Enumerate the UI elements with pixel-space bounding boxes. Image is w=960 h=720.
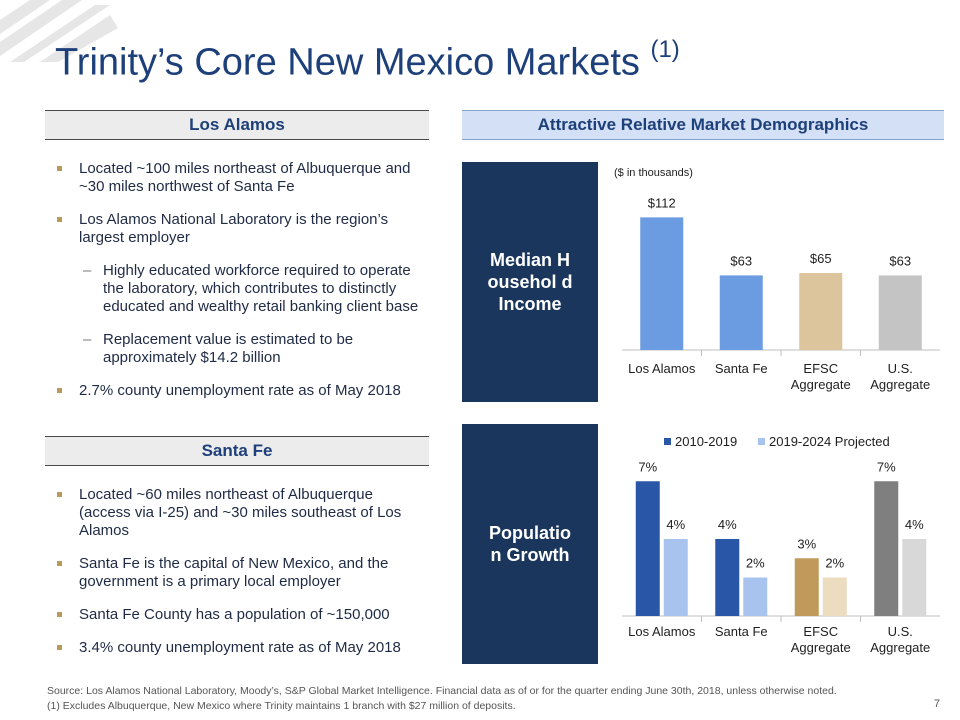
legend-label: 2010-2019 bbox=[675, 434, 737, 449]
category-label: U.S. Aggregate bbox=[870, 361, 930, 392]
category-label: EFSC Aggregate bbox=[791, 361, 851, 392]
population-growth-label: Populatio n Growth bbox=[462, 424, 598, 664]
income-bar bbox=[878, 275, 922, 350]
legend-label: 2019-2024 Projected bbox=[769, 434, 890, 449]
value-label: $112 bbox=[648, 195, 676, 210]
bullet-item: Located ~100 miles northeast of Albuquer… bbox=[55, 160, 427, 196]
value-label: 7% bbox=[638, 459, 657, 474]
median-income-chart: ($ in thousands) $112 Los Alamos $63 Santa F… bbox=[614, 167, 940, 392]
growth-bar bbox=[902, 539, 927, 616]
page-number: 7 bbox=[933, 698, 940, 710]
bullet-item: 2.7% county unemployment rate as of May … bbox=[55, 382, 427, 400]
category-label: EFSC Aggregate bbox=[791, 624, 851, 655]
santa-fe-bullet-list: Located ~60 miles northeast of Albuquerq… bbox=[55, 486, 427, 672]
bullet-item: Highly educated workforce required to op… bbox=[55, 262, 427, 316]
category-label: Los Alamos bbox=[628, 624, 696, 639]
income-bar bbox=[799, 273, 843, 350]
category-label: Santa Fe bbox=[715, 361, 768, 376]
source-footnote: Source: Los Alamos National Laboratory, … bbox=[47, 685, 837, 697]
los-alamos-heading: Los Alamos bbox=[45, 110, 429, 140]
category-label: Santa Fe bbox=[715, 624, 768, 639]
growth-bar bbox=[715, 539, 740, 616]
growth-bar bbox=[635, 481, 660, 616]
value-label: 2% bbox=[746, 556, 765, 571]
growth-bar bbox=[743, 577, 768, 616]
bullet-item: 3.4% county unemployment rate as of May … bbox=[55, 639, 427, 657]
value-label: $63 bbox=[730, 253, 752, 268]
growth-bar bbox=[794, 558, 819, 616]
value-label: 4% bbox=[718, 517, 737, 532]
growth-bar bbox=[874, 481, 899, 616]
value-label: 2% bbox=[825, 556, 844, 571]
santa-fe-heading: Santa Fe bbox=[45, 436, 429, 466]
bullet-item: Located ~60 miles northeast of Albuquerq… bbox=[55, 486, 427, 540]
page-title: Trinity’s Core New Mexico Markets (1) bbox=[55, 36, 680, 84]
demographics-heading: Attractive Relative Market Demographics bbox=[462, 110, 944, 140]
income-bar bbox=[719, 275, 763, 350]
income-bar bbox=[640, 217, 684, 350]
value-label: 4% bbox=[666, 517, 685, 532]
value-label: 7% bbox=[877, 459, 896, 474]
bullet-item: Santa Fe is the capital of New Mexico, a… bbox=[55, 555, 427, 591]
value-label: 4% bbox=[905, 517, 924, 532]
corner-logo bbox=[0, 0, 118, 62]
title-footnote-marker: (1) bbox=[650, 36, 680, 63]
bullet-item: Los Alamos National Laboratory is the re… bbox=[55, 211, 427, 247]
growth-bar bbox=[822, 577, 847, 616]
population-growth-chart: 2010-2019 2019-2024 Projected 7% 4% Los Alam… bbox=[622, 434, 940, 655]
legend-swatch bbox=[758, 438, 765, 445]
value-label: $65 bbox=[810, 251, 832, 266]
chart-note: ($ in thousands) bbox=[614, 167, 693, 179]
value-label: 3% bbox=[797, 536, 816, 551]
footnote-1: (1) Excludes Albuquerque, New Mexico whe… bbox=[47, 700, 516, 712]
legend-swatch bbox=[664, 438, 671, 445]
value-label: $63 bbox=[889, 253, 911, 268]
los-alamos-bullet-list: Located ~100 miles northeast of Albuquer… bbox=[55, 160, 427, 415]
bullet-item: Santa Fe County has a population of ~150… bbox=[55, 606, 427, 624]
growth-bar bbox=[663, 539, 688, 616]
median-income-label: Median Househol d Income bbox=[462, 162, 598, 402]
category-label: Los Alamos bbox=[628, 361, 696, 376]
category-label: U.S. Aggregate bbox=[870, 624, 930, 655]
bullet-item: Replacement value is estimated to be app… bbox=[55, 331, 427, 367]
